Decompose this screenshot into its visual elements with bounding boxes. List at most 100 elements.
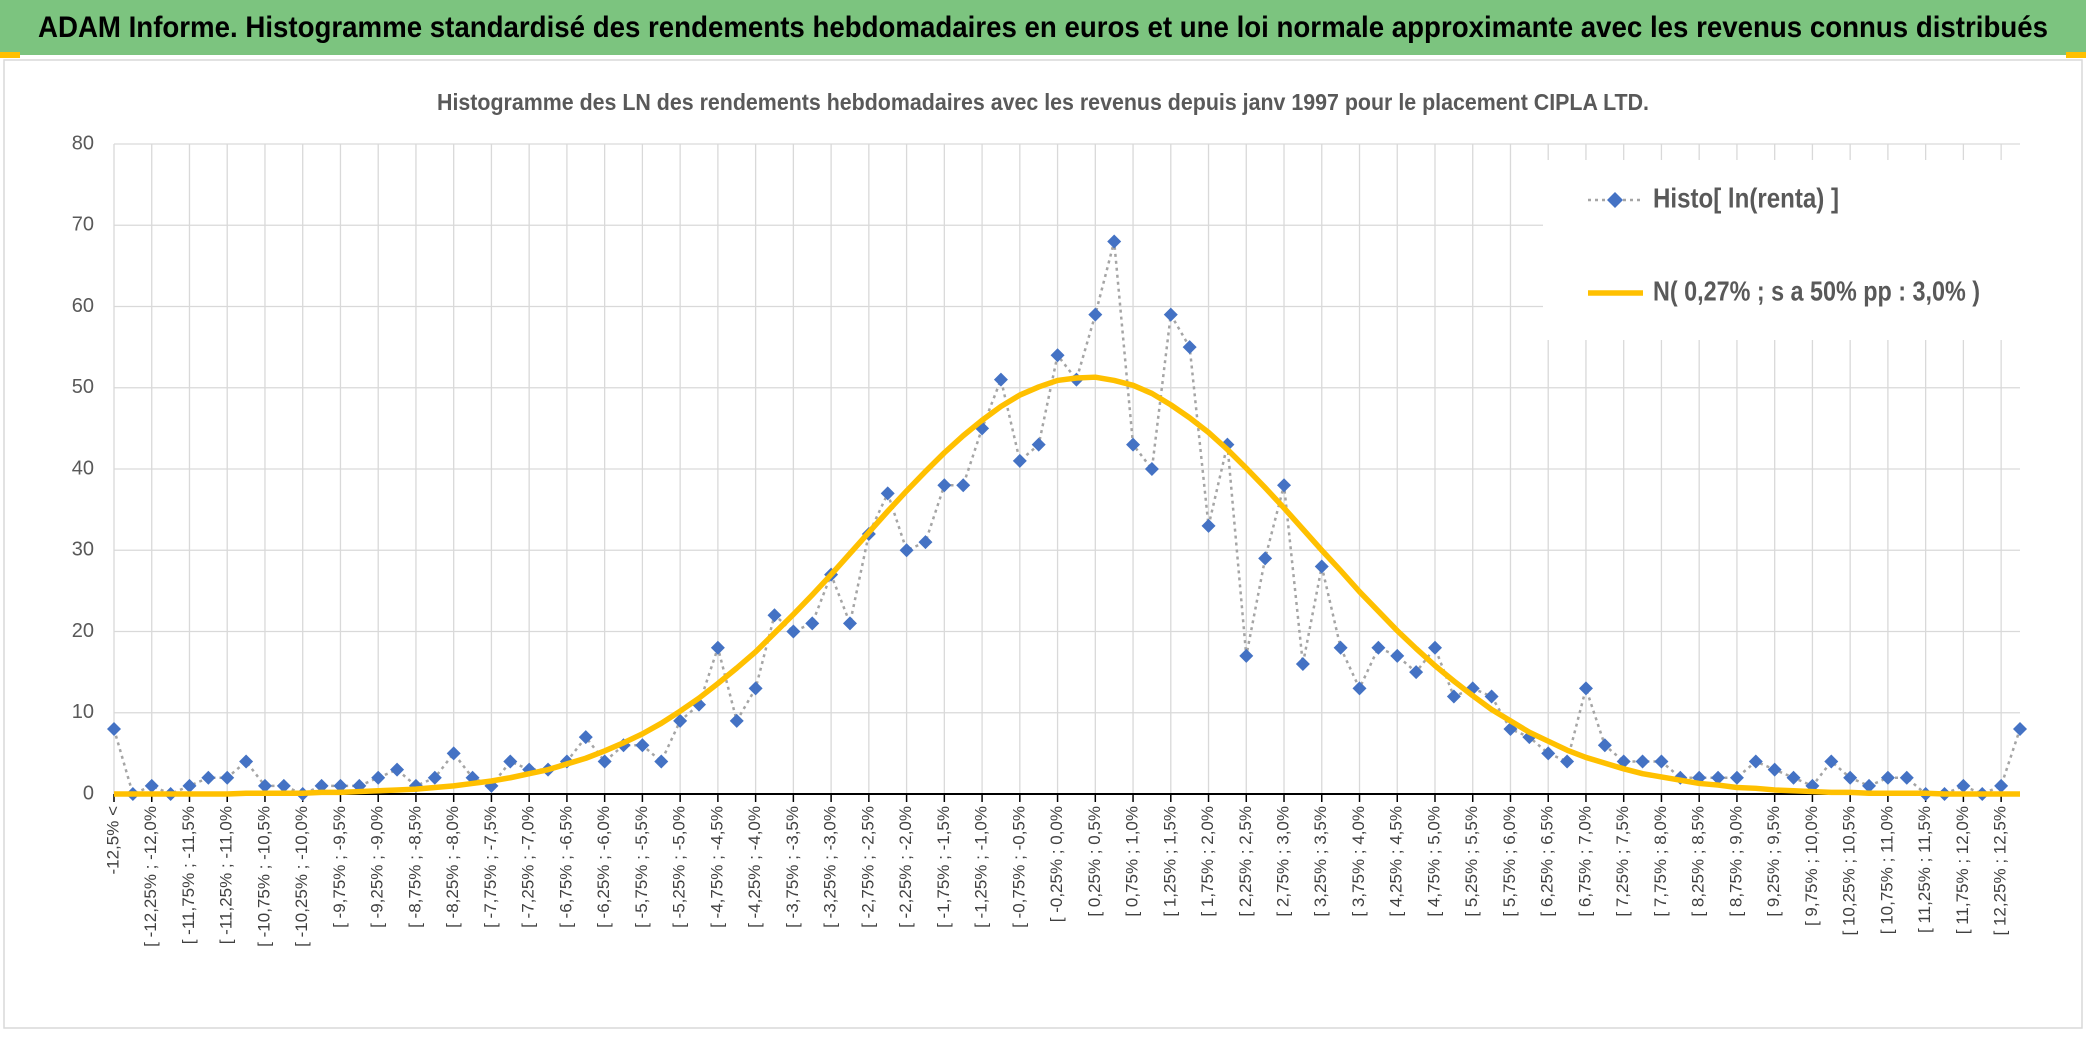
x-tick-label: [ -3,25% ; -3,0%: [821, 806, 840, 928]
x-tick-label: [ 5,25% ; 5,5%: [1462, 806, 1481, 917]
data-point: [767, 608, 782, 623]
data-point: [1994, 778, 2009, 793]
y-tick-label: 50: [72, 376, 94, 398]
data-point: [427, 770, 442, 785]
x-tick-label: [ 7,75% ; 8,0%: [1651, 806, 1670, 917]
y-tick-label: 70: [72, 214, 94, 236]
x-tick-label: [ 6,75% ; 7,0%: [1575, 806, 1594, 917]
data-point: [182, 778, 197, 793]
data-point: [899, 543, 914, 558]
x-tick-label: [ -10,75% ; -10,5%: [254, 806, 273, 947]
data-point: [2013, 722, 2027, 736]
x-tick-label: [ 11,75% ; 12,0%: [1953, 806, 1972, 934]
x-tick-label: [ 4,75% ; 5,0%: [1424, 806, 1443, 917]
data-point: [1107, 234, 1122, 249]
data-point: [578, 730, 593, 745]
data-point: [1484, 689, 1499, 704]
data-point: [1050, 348, 1065, 363]
data-point: [314, 778, 329, 793]
x-tick-label: [ 2,25% ; 2,5%: [1236, 806, 1255, 917]
data-point: [1088, 307, 1103, 322]
data-point: [1880, 770, 1895, 785]
data-point: [1031, 437, 1046, 452]
x-tick-label: [ 0,75% ; 1,0%: [1123, 806, 1142, 917]
series-line: [114, 374, 2020, 797]
data-point: [748, 681, 763, 696]
data-point: [1956, 778, 1971, 793]
x-tick-label: [ 3,75% ; 4,0%: [1349, 806, 1368, 917]
x-tick-label: [ 5,75% ; 6,0%: [1500, 806, 1519, 917]
x-tick-label: [ -6,25% ; -6,0%: [594, 806, 613, 928]
data-point: [1578, 681, 1593, 696]
x-tick-label: [ 12,25% ; 12,5%: [1991, 806, 2010, 935]
x-tick-label: [ -7,75% ; -7,5%: [481, 806, 500, 928]
header-bar: [0, 0, 2086, 55]
data-point: [1786, 770, 1801, 785]
x-tick-label: [ -9,25% ; -9,0%: [368, 806, 387, 928]
data-point: [1333, 640, 1348, 655]
x-tick-label: [ 0,25% ; 0,5%: [1085, 806, 1104, 917]
data-point: [1277, 478, 1292, 493]
y-tick-label: 40: [72, 457, 94, 479]
data-point: [333, 778, 348, 793]
data-point: [276, 778, 291, 793]
data-point: [710, 640, 725, 655]
x-tick-label: [ 9,25% ; 9,5%: [1764, 806, 1783, 917]
legend-box: [1543, 160, 2020, 340]
x-tick-label: [ -8,75% ; -8,5%: [405, 806, 424, 928]
data-point: [786, 624, 801, 639]
y-tick-label: 10: [72, 701, 94, 723]
data-point: [1635, 754, 1650, 769]
data-point: [1314, 559, 1329, 574]
x-tick-label: [ 9,75% ; 10,0%: [1802, 806, 1821, 926]
chart-title: Histogramme des LN des rendements hebdom…: [437, 89, 1649, 115]
chart-border: [3, 59, 2083, 1029]
data-point: [1182, 340, 1197, 355]
data-point: [1126, 437, 1141, 452]
data-point: [937, 478, 952, 493]
data-point: [390, 762, 405, 777]
x-tick-label: [ 3,25% ; 3,5%: [1311, 806, 1330, 917]
x-tick-label: [ -12,25% ; -12,0%: [141, 806, 160, 947]
y-tick-label: 60: [72, 295, 94, 317]
data-point: [239, 754, 254, 769]
data-point: [446, 746, 461, 761]
x-tick-label: [ 6,25% ; 6,5%: [1538, 806, 1557, 917]
data-point: [1201, 518, 1216, 533]
data-point: [1824, 754, 1839, 769]
data-point: [1862, 778, 1877, 793]
data-point: [1729, 770, 1744, 785]
x-tick-label: [ -3,75% ; -3,5%: [783, 806, 802, 928]
data-point: [842, 616, 857, 631]
x-tick-label: [ -2,75% ; -2,5%: [858, 806, 877, 928]
data-point: [1597, 738, 1612, 753]
data-point: [1012, 453, 1027, 468]
data-point: [654, 754, 669, 769]
x-tick-label: [ 10,75% ; 11,0%: [1877, 806, 1896, 934]
data-point: [1352, 681, 1367, 696]
x-tick-label: [ -11,75% ; -11,5%: [179, 806, 198, 944]
x-tick-label: [ -5,75% ; -5,5%: [632, 806, 651, 928]
data-point: [1295, 657, 1310, 671]
data-point: [597, 754, 612, 769]
data-point: [1899, 770, 1914, 785]
data-point: [1541, 746, 1556, 761]
data-point: [107, 722, 121, 736]
data-point: [1258, 551, 1273, 566]
x-tick-label: [ -1,75% ; -1,5%: [934, 806, 953, 928]
x-tick-label: [ -6,75% ; -6,5%: [556, 806, 575, 928]
y-tick-label: 20: [72, 620, 94, 642]
y-tick-label: 0: [83, 782, 94, 804]
data-point: [1239, 648, 1254, 663]
data-point: [220, 770, 235, 785]
x-tick-label: [ 8,25% ; 8,5%: [1689, 806, 1708, 917]
data-point: [1163, 307, 1178, 322]
data-point: [956, 478, 971, 493]
x-tick-label: [ 1,75% ; 2,0%: [1198, 806, 1217, 917]
x-tick-label: [ -1,25% ; -1,0%: [972, 806, 991, 928]
x-tick-label: [ -10,25% ; -10,0%: [292, 806, 311, 947]
legend-label: N( 0,27% ; s a 50% pp : 3,0% ): [1653, 275, 1980, 306]
data-point: [1446, 689, 1461, 704]
x-tick-label: [ 10,25% ; 10,5%: [1840, 806, 1859, 935]
